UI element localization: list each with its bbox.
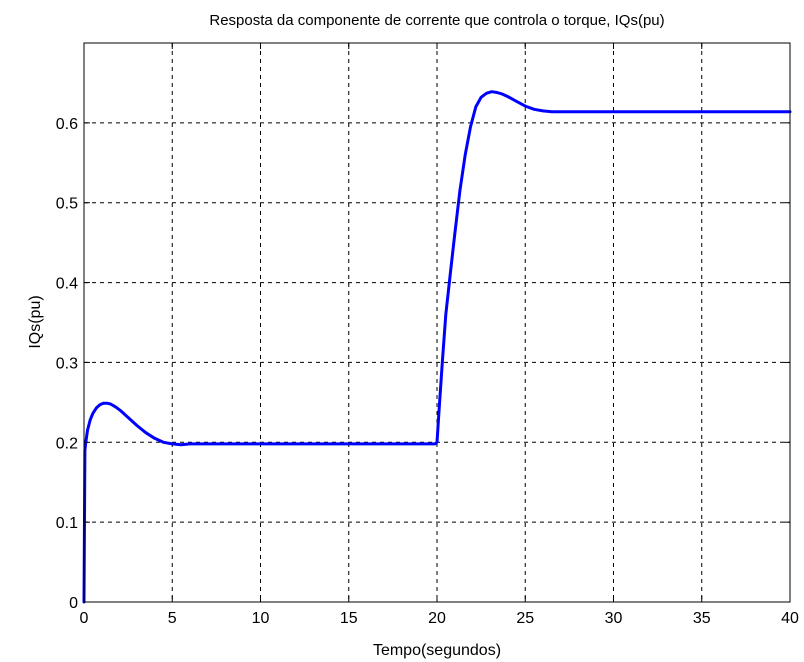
series-line bbox=[82, 90, 792, 604]
series-layer bbox=[82, 90, 792, 604]
axis-ticks bbox=[83, 43, 791, 603]
y-tick-label: 0.1 bbox=[56, 515, 78, 532]
x-tick-label: 20 bbox=[428, 610, 446, 627]
y-tick-label: 0 bbox=[69, 595, 78, 612]
chart-title: Resposta da componente de corrente que c… bbox=[209, 12, 664, 29]
y-tick-label: 0.2 bbox=[56, 435, 78, 452]
y-tick-label: 0.4 bbox=[56, 276, 78, 293]
y-tick-label: 0.3 bbox=[56, 355, 78, 372]
x-tick-label: 10 bbox=[252, 610, 270, 627]
y-axis-label: IQs(pu) bbox=[27, 295, 44, 348]
x-tick-label: 25 bbox=[516, 610, 534, 627]
x-tick-label: 30 bbox=[605, 610, 623, 627]
x-axis-label: Tempo(segundos) bbox=[373, 642, 501, 659]
y-tick-label: 0.6 bbox=[56, 116, 78, 133]
y-tick-labels: 0 0.1 0.2 0.3 0.4 0.5 0.6 bbox=[56, 116, 78, 612]
x-tick-label: 40 bbox=[781, 610, 799, 627]
x-tick-label: 15 bbox=[340, 610, 358, 627]
x-tick-labels: 0 5 10 15 20 25 30 35 40 bbox=[80, 610, 799, 627]
x-tick-label: 5 bbox=[168, 610, 177, 627]
x-tick-label: 35 bbox=[693, 610, 711, 627]
y-tick-label: 0.5 bbox=[56, 196, 78, 213]
x-tick-label: 0 bbox=[80, 610, 89, 627]
